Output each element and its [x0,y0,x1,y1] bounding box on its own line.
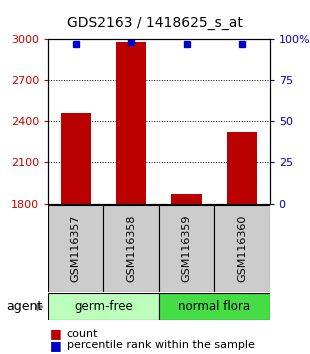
Bar [159,205,214,292]
Bar [48,205,104,292]
Text: normal flora: normal flora [178,300,250,313]
Text: percentile rank within the sample: percentile rank within the sample [67,340,255,350]
Bar [159,293,270,320]
Bar [214,205,270,292]
Bar [171,194,202,204]
Text: GSM116358: GSM116358 [126,215,136,282]
Bar [104,205,159,292]
Bar [60,113,91,204]
Text: agent: agent [6,301,42,313]
Text: germ-free: germ-free [74,300,133,313]
Text: GSM116359: GSM116359 [182,215,192,282]
Bar [48,293,159,320]
Text: GSM116360: GSM116360 [237,215,247,282]
Text: GSM116357: GSM116357 [71,215,81,282]
Text: ■: ■ [50,327,61,340]
Text: count: count [67,329,98,339]
Text: GDS2163 / 1418625_s_at: GDS2163 / 1418625_s_at [67,16,243,30]
Bar [227,132,257,204]
Text: ■: ■ [50,339,61,352]
Bar [116,42,146,204]
